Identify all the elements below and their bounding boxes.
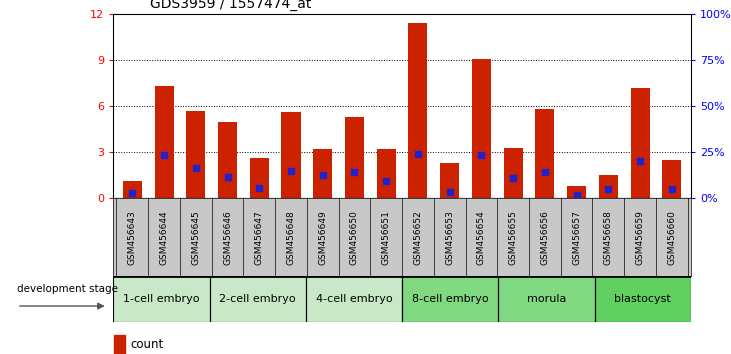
Point (380, 178, 392, 184)
Text: GSM456644: GSM456644 (159, 210, 169, 264)
Text: blastocyst: blastocyst (614, 294, 671, 304)
Text: GSM456653: GSM456653 (445, 210, 454, 265)
Point (254, 185, 265, 190)
Point (507, 176, 519, 181)
Bar (499, 276, 594, 322)
Text: GSM456654: GSM456654 (477, 210, 486, 265)
Text: GSM456645: GSM456645 (192, 210, 200, 265)
Bar (402, 276, 499, 322)
Point (221, 174, 233, 179)
Point (158, 152, 170, 157)
Point (635, 159, 646, 164)
Point (190, 165, 202, 170)
Bar (115, 335, 125, 354)
Bar (599, 175, 618, 198)
Text: GSM456652: GSM456652 (414, 210, 423, 265)
Bar (594, 276, 691, 322)
Bar (218, 121, 237, 198)
Bar (662, 160, 681, 198)
Point (412, 151, 424, 156)
Bar (250, 158, 269, 198)
Point (666, 186, 678, 192)
Point (571, 192, 583, 198)
Bar (567, 186, 586, 198)
Text: 2-cell embryo: 2-cell embryo (219, 294, 296, 304)
Bar (409, 23, 428, 198)
Bar (594, 276, 691, 322)
Bar (313, 149, 333, 198)
Bar (471, 59, 491, 198)
Text: GSM456651: GSM456651 (382, 210, 390, 265)
Bar (210, 276, 306, 322)
Point (126, 190, 138, 196)
Point (602, 186, 614, 192)
Text: 1-cell embryo: 1-cell embryo (124, 294, 200, 304)
Text: GSM456660: GSM456660 (667, 210, 676, 265)
Text: GDS3959 / 1557474_at: GDS3959 / 1557474_at (150, 0, 311, 11)
Bar (210, 276, 306, 322)
Bar (306, 276, 402, 322)
Bar (113, 276, 210, 322)
Point (317, 172, 328, 178)
Bar (113, 276, 210, 322)
Text: GSM456647: GSM456647 (255, 210, 264, 265)
Bar (402, 276, 499, 322)
Bar (186, 111, 205, 198)
Bar (535, 109, 554, 198)
Text: GSM456646: GSM456646 (223, 210, 232, 265)
Text: GSM456659: GSM456659 (635, 210, 645, 265)
Bar (631, 88, 650, 198)
Text: GSM456658: GSM456658 (604, 210, 613, 265)
Point (539, 169, 550, 175)
Text: development stage: development stage (17, 284, 118, 294)
Point (476, 153, 488, 158)
Bar (499, 276, 594, 322)
Bar (376, 149, 395, 198)
Text: 4-cell embryo: 4-cell embryo (316, 294, 393, 304)
Text: GSM456656: GSM456656 (540, 210, 549, 265)
Bar (281, 112, 300, 198)
Point (444, 189, 455, 195)
Bar (154, 86, 173, 198)
Bar (306, 276, 402, 322)
Point (349, 169, 360, 175)
Text: count: count (131, 338, 164, 352)
Text: GSM456648: GSM456648 (287, 210, 295, 265)
Bar (123, 181, 142, 198)
Point (285, 168, 297, 173)
Text: GSM456650: GSM456650 (350, 210, 359, 265)
Text: 8-cell embryo: 8-cell embryo (412, 294, 488, 304)
Bar (345, 117, 364, 198)
Text: GSM456643: GSM456643 (128, 210, 137, 265)
Text: GSM456649: GSM456649 (318, 210, 327, 265)
Bar (440, 163, 459, 198)
Text: morula: morula (527, 294, 566, 304)
Text: GSM456657: GSM456657 (572, 210, 581, 265)
Text: GSM456655: GSM456655 (509, 210, 518, 265)
Bar (504, 148, 523, 198)
